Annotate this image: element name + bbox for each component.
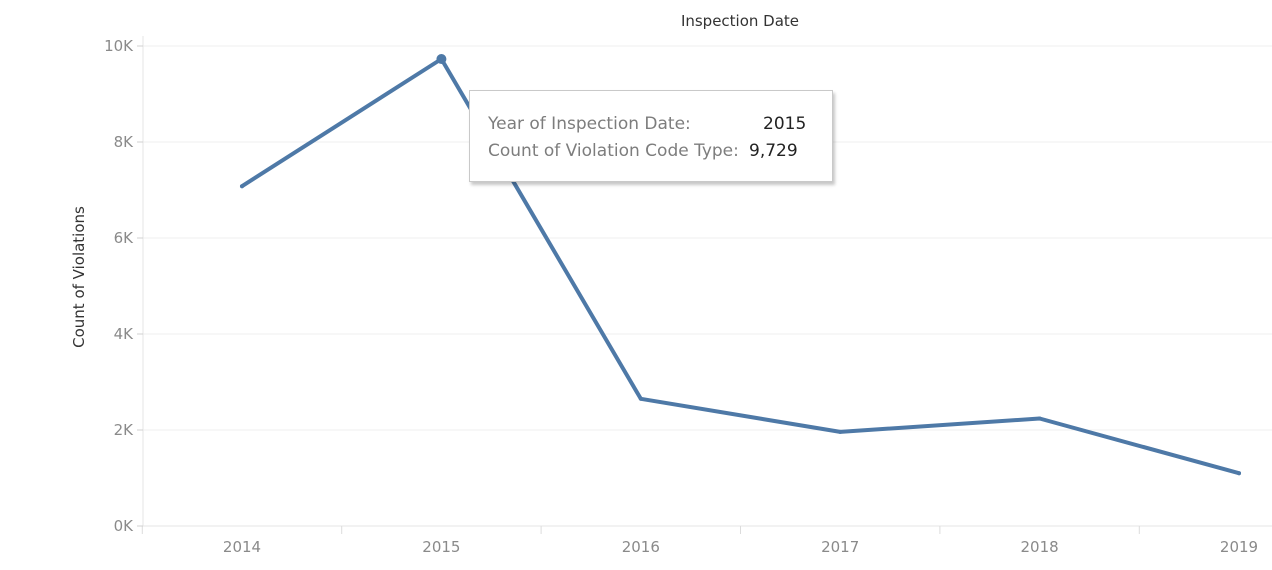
x-tick-label: 2019 [1220, 538, 1258, 556]
data-point[interactable] [1037, 416, 1042, 421]
tooltip-count-row: Count of Violation Code Type: 9,729 [488, 139, 818, 163]
data-point[interactable] [838, 429, 843, 434]
chart-title: Inspection Date [681, 12, 799, 30]
y-tick-labels: 0K 2K 4K 6K 8K 10K [104, 37, 143, 535]
highlighted-data-point[interactable] [436, 54, 447, 64]
data-point[interactable] [1237, 471, 1241, 476]
x-tick-label: 2016 [622, 538, 660, 556]
tooltip-year-label: Year of Inspection Date: [488, 114, 691, 134]
tooltip-count-value: 9,729 [749, 141, 798, 161]
y-tick-label: 6K [114, 229, 135, 247]
x-tick-labels: 2014 2015 2016 2017 2018 2019 [223, 538, 1258, 556]
y-tick-label: 2K [114, 421, 135, 439]
y-tick-label: 0K [114, 517, 135, 535]
data-point[interactable] [638, 396, 643, 401]
x-tick-label: 2015 [422, 538, 460, 556]
data-point[interactable] [240, 184, 244, 189]
tooltip-year-row: Year of Inspection Date: 2015 [488, 112, 818, 136]
tooltip-count-label: Count of Violation Code Type: [488, 141, 739, 161]
y-tick-label: 8K [114, 133, 135, 151]
y-axis-title: Count of Violations [70, 206, 88, 348]
y-tick-label: 4K [114, 325, 135, 343]
y-tick-label: 10K [104, 37, 134, 55]
x-tick-label: 2014 [223, 538, 261, 556]
tooltip: Year of Inspection Date: 2015 Count of V… [469, 90, 833, 182]
tooltip-year-value: 2015 [763, 114, 807, 134]
x-tick-label: 2018 [1021, 538, 1059, 556]
x-tick-label: 2017 [821, 538, 859, 556]
series-line [240, 57, 1241, 476]
series [240, 54, 1241, 476]
x-tick-marks [141, 526, 1140, 534]
